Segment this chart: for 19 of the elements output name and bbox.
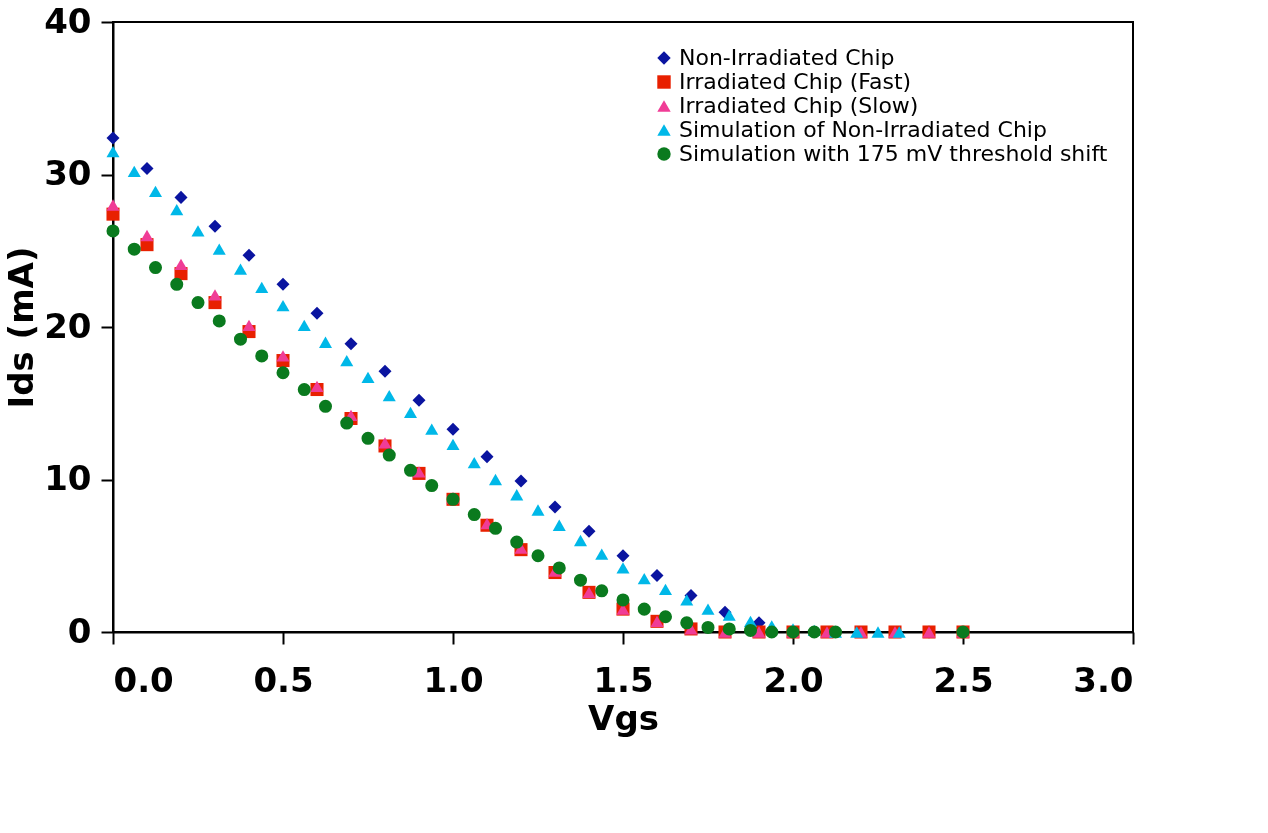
x-tick-label: 0.5 (253, 659, 314, 700)
x-tick-label: 0.0 (113, 659, 174, 700)
x-tick-label: 1.5 (593, 659, 654, 700)
legend-label: Simulation with 175 mV threshold shift (679, 141, 1108, 166)
y-axis-title: Ids (mA) (1, 246, 42, 409)
y-tick-label: 0 (67, 610, 92, 651)
x-tick-label: 2.5 (933, 659, 994, 700)
y-tick-label: 40 (44, 0, 92, 41)
legend-label: Simulation of Non-Irradiated Chip (679, 117, 1047, 142)
x-tick-label: 2.0 (763, 659, 824, 700)
y-tick-label: 10 (44, 458, 92, 498)
legend-label: Non-Irradiated Chip (679, 45, 895, 70)
y-tick-label: 30 (44, 153, 92, 193)
x-tick-label: 1.0 (423, 659, 484, 700)
x-tick-label: 3.0 (1073, 659, 1134, 700)
y-tick-label: 20 (44, 305, 92, 346)
x-axis-title: Vgs (588, 697, 659, 738)
legend-label: Irradiated Chip (Fast) (679, 69, 912, 94)
legend-label: Irradiated Chip (Slow) (679, 93, 919, 118)
